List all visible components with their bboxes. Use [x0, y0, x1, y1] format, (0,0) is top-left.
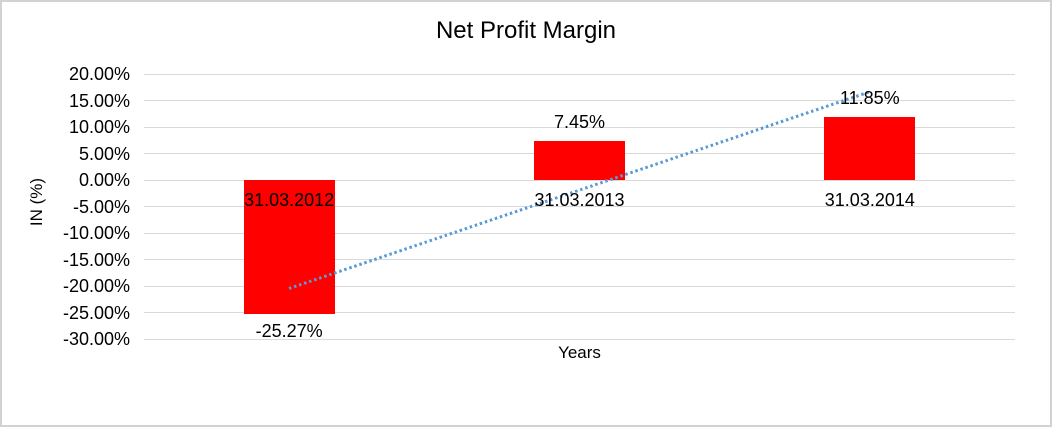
y-axis-tick-label: 10.00% — [68, 117, 130, 137]
y-gridline — [144, 285, 1015, 287]
category-label: 31.03.2013 — [534, 190, 625, 210]
y-gridline — [144, 179, 1015, 181]
data-label: 7.45% — [553, 111, 606, 132]
y-axis-tick-label: 15.00% — [68, 90, 130, 111]
y-axis-tick-label: -25.00% — [62, 302, 130, 323]
y-gridline — [144, 338, 1015, 340]
y-axis-tick-label: 0.00% — [78, 170, 130, 190]
y-axis-tick-label: -15.00% — [62, 249, 130, 270]
y-axis-tick-label: 20.00% — [68, 64, 130, 84]
chart-title: Net Profit Margin — [435, 17, 617, 44]
y-gridline — [144, 232, 1015, 234]
bar-31.03.2013 — [534, 140, 625, 180]
y-gridline — [144, 73, 1015, 75]
x-axis-title: Years — [558, 343, 601, 362]
category-label: 31.03.2014 — [824, 190, 915, 210]
y-axis-tick-label: -10.00% — [62, 223, 130, 243]
y-axis-tick-label: -30.00% — [62, 329, 130, 349]
y-axis-tick-label: -5.00% — [72, 196, 130, 217]
y-gridline — [144, 206, 1015, 207]
category-label: 31.03.2012 — [244, 190, 335, 210]
y-axis-tick-label: 5.00% — [78, 143, 130, 164]
y-gridline — [144, 126, 1015, 128]
bar-31.03.2014 — [824, 117, 916, 180]
y-gridline — [144, 100, 1015, 101]
y-gridline — [144, 259, 1015, 260]
bar-31.03.2012 — [243, 180, 335, 314]
y-axis-tick-label: -20.00% — [62, 276, 130, 296]
y-gridline — [144, 312, 1015, 313]
data-label: -25.27% — [255, 320, 323, 341]
data-label: 11.85% — [839, 88, 900, 109]
